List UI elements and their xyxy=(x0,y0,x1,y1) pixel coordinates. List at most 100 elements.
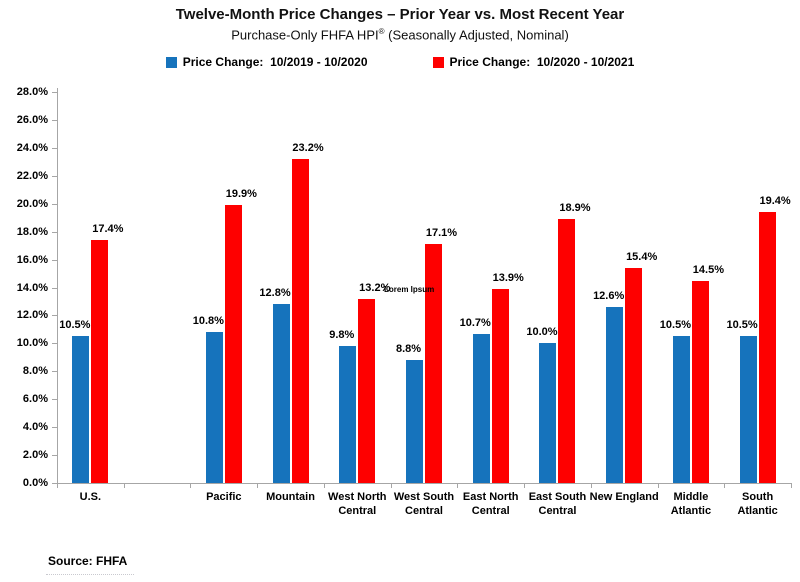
bar-value-label: 13.9% xyxy=(492,271,524,284)
y-axis-tick-mark xyxy=(52,483,57,484)
x-axis-category-label: East North Central xyxy=(462,491,519,517)
x-axis-tick-mark xyxy=(657,483,659,488)
x-axis-tick-mark xyxy=(123,483,125,488)
bar-value-label: 8.8% xyxy=(395,343,422,356)
bar-recent-year xyxy=(224,205,242,483)
bar-prior-year xyxy=(205,332,223,483)
bar-value-label: 15.4% xyxy=(626,250,658,263)
y-axis-tick-mark xyxy=(52,399,57,401)
y-axis-tick-label: 4.0% xyxy=(22,421,48,434)
bar-prior-year xyxy=(739,336,757,483)
bar-prior-year xyxy=(606,307,624,483)
y-axis-tick-label: 20.0% xyxy=(16,197,48,210)
subtitle-text-cont: (Seasonally Adjusted, Nominal) xyxy=(384,27,569,43)
subtitle-text: Purchase-Only FHFA HPI xyxy=(231,27,379,43)
y-axis-tick-mark xyxy=(52,371,57,373)
bar-recent-year xyxy=(425,244,442,483)
y-axis-tick-label: 12.0% xyxy=(16,309,48,322)
bar-recent-year xyxy=(358,298,376,483)
bar-prior-year xyxy=(339,346,357,483)
x-axis-tick-mark xyxy=(257,483,259,488)
legend-label-recent-year: Price Change: 10/2020 - 10/2021 xyxy=(449,55,635,69)
source-underline-artifact xyxy=(46,574,134,575)
bar-value-label: 17.4% xyxy=(92,223,124,236)
bar-value-label: 13.2% xyxy=(359,281,391,294)
legend-swatch-red-icon xyxy=(432,56,444,68)
bar-recent-year xyxy=(291,159,309,483)
bar-prior-year xyxy=(406,360,423,483)
x-axis-tick-mark xyxy=(724,483,726,488)
y-axis-tick-label: 0.0% xyxy=(22,477,48,489)
y-axis-tick-mark xyxy=(52,175,57,177)
bar-value-label: 9.8% xyxy=(329,329,355,342)
x-axis-tick-mark xyxy=(323,483,325,488)
bar-prior-year xyxy=(272,304,290,483)
bar-recent-year xyxy=(558,219,576,483)
source-note: Source: FHFA xyxy=(48,554,128,568)
y-axis-tick-mark xyxy=(52,119,57,121)
x-axis-category-label: Mountain xyxy=(266,491,315,503)
bar-prior-year xyxy=(672,336,690,483)
y-axis-tick-mark xyxy=(52,231,57,233)
y-axis-tick-mark xyxy=(52,287,57,289)
y-axis-line xyxy=(57,88,58,483)
watermark-text: Lorem Ipsum xyxy=(384,285,435,294)
y-axis-tick-label: 10.0% xyxy=(16,337,48,350)
x-axis-tick-mark xyxy=(57,483,58,488)
chart-title: Twelve-Month Price Changes – Prior Year … xyxy=(175,6,625,23)
x-axis-tick-mark xyxy=(190,483,192,488)
bar-prior-year xyxy=(539,343,557,483)
bar-value-label: 10.5% xyxy=(659,319,691,332)
bar-value-label: 23.2% xyxy=(292,142,324,155)
x-axis-category-label: U.S. xyxy=(79,491,102,503)
x-axis-tick-mark xyxy=(524,483,526,488)
y-axis-tick-mark xyxy=(52,427,57,429)
bar-value-label: 19.9% xyxy=(225,188,257,201)
bar-prior-year xyxy=(72,336,90,483)
y-axis-tick-mark xyxy=(52,203,57,205)
bar-value-label: 18.9% xyxy=(559,202,591,215)
y-axis-tick-mark xyxy=(52,455,57,457)
bar-recent-year xyxy=(91,240,109,483)
y-axis-tick-label: 28.0% xyxy=(16,86,48,98)
bar-value-label: 17.1% xyxy=(425,227,458,240)
y-axis-tick-mark xyxy=(52,147,57,149)
bar-value-label: 10.7% xyxy=(459,316,491,329)
x-axis-tick-mark xyxy=(590,483,592,488)
bar-recent-year xyxy=(625,267,643,483)
bar-value-label: 10.5% xyxy=(726,319,758,332)
y-axis-tick-label: 2.0% xyxy=(22,449,48,462)
legend-label-prior-year: Price Change: 10/2019 - 10/2020 xyxy=(182,55,368,69)
legend: Price Change: 10/2019 - 10/2020 Price Ch… xyxy=(0,55,800,69)
legend-item-prior-year: Price Change: 10/2019 - 10/2020 xyxy=(165,55,368,69)
legend-item-recent-year: Price Change: 10/2020 - 10/2021 xyxy=(432,55,635,69)
x-axis-tick-mark xyxy=(791,483,792,488)
x-axis-category-label: New England xyxy=(589,491,659,503)
bar-recent-year xyxy=(691,280,709,483)
y-axis-tick-mark xyxy=(52,92,57,93)
legend-swatch-blue-icon xyxy=(165,56,177,68)
x-axis-category-label: West North Central xyxy=(328,491,387,517)
y-axis-tick-mark xyxy=(52,343,57,345)
y-axis-tick-label: 8.0% xyxy=(22,365,48,378)
y-axis-tick-label: 16.0% xyxy=(16,253,48,266)
bar-value-label: 10.0% xyxy=(526,326,558,339)
bar-value-label: 12.8% xyxy=(259,287,291,300)
chart-subtitle: Purchase-Only FHFA HPI® (Seasonally Adju… xyxy=(0,27,800,42)
bar-value-label: 19.4% xyxy=(759,195,791,208)
bar-value-label: 10.8% xyxy=(192,315,224,328)
y-axis-tick-label: 14.0% xyxy=(16,281,48,294)
y-axis-tick-label: 6.0% xyxy=(22,393,48,406)
x-axis-category-label: Middle Atlantic xyxy=(670,491,712,517)
x-axis-category-label: East South Central xyxy=(528,491,587,517)
x-axis-category-label: Pacific xyxy=(206,491,242,503)
x-axis-category-label: West South Central xyxy=(393,491,455,517)
y-axis-tick-mark xyxy=(52,315,57,317)
bar-prior-year xyxy=(472,333,490,483)
x-axis-tick-mark xyxy=(457,483,459,488)
registered-trademark-symbol: ® xyxy=(378,27,385,36)
y-axis-tick-label: 24.0% xyxy=(16,141,48,154)
y-axis-tick-label: 22.0% xyxy=(16,169,48,182)
